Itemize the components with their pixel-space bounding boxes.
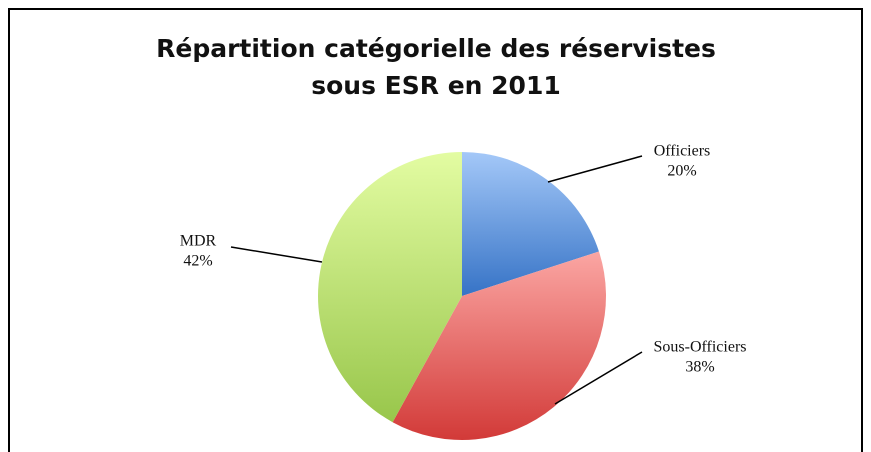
leader-line xyxy=(554,351,643,405)
chart-title: sous ESR en 2011 xyxy=(311,71,561,100)
pie-slice xyxy=(392,251,606,441)
leader-line xyxy=(547,155,643,183)
pie-slice xyxy=(462,152,599,296)
value-label: 38% xyxy=(685,359,714,376)
pie xyxy=(317,152,606,441)
value-label: 20% xyxy=(667,163,696,180)
slice-label: MDR xyxy=(180,233,217,250)
slice-label: Sous-Officiers xyxy=(653,339,746,356)
chart-title: Répartition catégorielle des réservistes xyxy=(156,34,716,63)
leader-line xyxy=(230,246,323,263)
frame xyxy=(8,8,863,452)
pie-slice xyxy=(317,152,462,423)
value-label: 42% xyxy=(183,253,212,270)
slice-label: Officiers xyxy=(654,143,711,160)
